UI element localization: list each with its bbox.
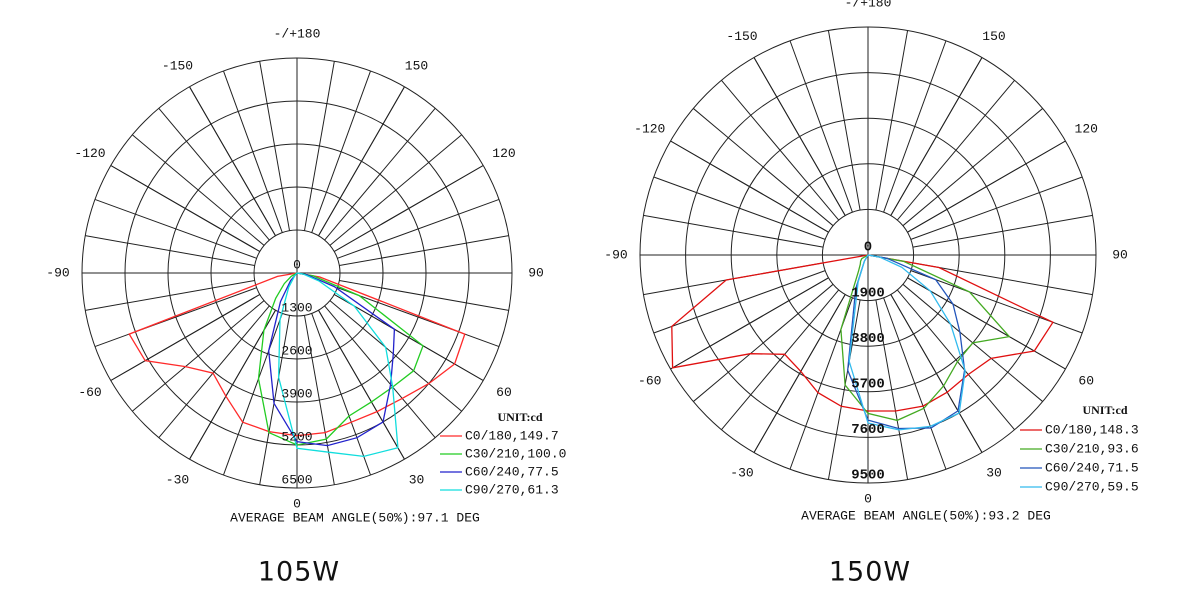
angle-tick-label: -30 [166,472,189,487]
unit-label: UNIT:cd [497,410,542,424]
angle-tick [110,165,261,252]
radial-tick-label: 6500 [281,472,312,487]
radial-tick-label: 3800 [851,331,885,347]
angle-tick [189,86,276,237]
radial-tick-label: 1300 [281,300,312,315]
angle-tick-label: -90 [46,265,69,280]
angle-tick [189,309,276,460]
angle-tick [670,277,829,370]
angle-tick [333,165,484,252]
angle-tick-label: 90 [1112,247,1128,262]
angle-tick [110,294,261,381]
legend-label: C0/180,149.7 [465,428,559,443]
angle-tick-label: -120 [634,121,665,136]
light-curve [671,254,1054,412]
angle-tick-label: -/+180 [274,26,321,41]
radial-tick-label: 5200 [281,429,312,444]
angle-tick [890,57,983,216]
angle-tick-label: -90 [604,247,627,262]
angle-tick-label: -60 [638,373,661,388]
light-curve [257,272,424,446]
light-curve [277,272,399,458]
angle-tick-label: 150 [982,29,1005,44]
legend-label: C90/270,59.5 [1045,479,1139,494]
angle-tick-label: -120 [74,146,105,161]
radial-tick-label: 1900 [851,285,885,301]
angle-tick-label: -60 [78,385,101,400]
caption: 150W [829,557,911,588]
legend-label: C60/240,71.5 [1045,460,1139,475]
light-curve [848,254,966,431]
radial-tick-label: 5700 [851,377,885,393]
angle-tick-label: 0 [293,496,301,511]
angle-tick [890,294,983,453]
angle-tick-label: 120 [492,146,515,161]
legend-label: C30/210,100.0 [465,446,566,461]
radial-tick-label: 9500 [851,468,885,484]
angle-tick [318,86,405,237]
angle-tick [907,140,1066,233]
radial-tick-label: 7600 [851,422,885,438]
angle-tick [753,294,846,453]
angle-tick [753,57,846,216]
angle-tick-label: -30 [730,466,753,481]
light-curve [840,254,1011,422]
angle-tick-label: 90 [528,265,544,280]
radial-tick-label: 0 [864,240,872,256]
legend-label: C90/270,61.3 [465,482,559,497]
footer: AVERAGE BEAM ANGLE(50%):97.1 DEG [230,510,480,525]
angle-tick-label: -150 [162,58,193,73]
angle-tick [670,140,829,233]
angle-tick [907,277,1066,370]
unit-label: UNIT:cd [1082,403,1127,417]
angle-tick-label: 60 [1078,373,1094,388]
radial-tick-label: 3900 [281,386,312,401]
radial-tick-label: 0 [293,257,301,272]
legend-label: C30/210,93.6 [1045,441,1139,456]
light-curve [268,272,396,447]
legend-label: C60/240,77.5 [465,464,559,479]
radial-tick-label: 2600 [281,343,312,358]
angle-tick-label: 30 [986,466,1002,481]
angle-tick [318,309,405,460]
caption: 105W [258,557,340,588]
light-curve [128,272,466,437]
angle-tick-label: 60 [496,385,512,400]
angle-tick-label: -150 [726,29,757,44]
angle-tick [333,294,484,381]
footer: AVERAGE BEAM ANGLE(50%):93.2 DEG [801,508,1051,523]
angle-tick-label: 0 [864,491,872,506]
angle-tick-label: 150 [405,58,428,73]
angle-tick-label: 120 [1075,121,1098,136]
angle-tick-label: -/+180 [845,0,892,10]
legend-label: C0/180,148.3 [1045,422,1139,437]
angle-tick-label: 30 [409,472,425,487]
